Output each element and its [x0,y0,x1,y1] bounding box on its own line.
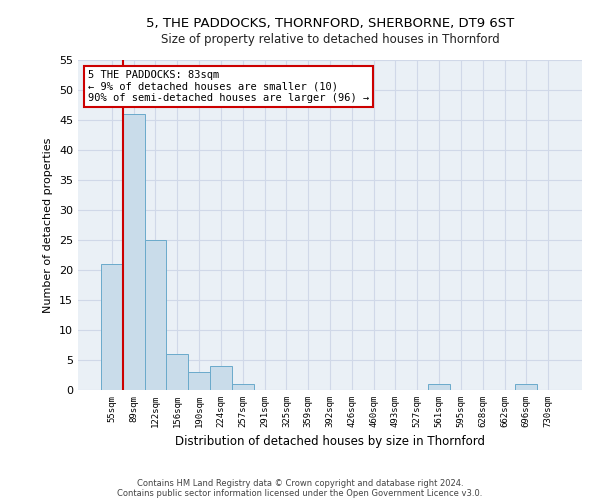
X-axis label: Distribution of detached houses by size in Thornford: Distribution of detached houses by size … [175,436,485,448]
Bar [166,354,188,390]
Bar [210,366,232,390]
Text: 5 THE PADDOCKS: 83sqm
← 9% of detached houses are smaller (10)
90% of semi-detac: 5 THE PADDOCKS: 83sqm ← 9% of detached h… [88,70,370,103]
Text: Contains public sector information licensed under the Open Government Licence v3: Contains public sector information licen… [118,488,482,498]
Bar [123,114,145,390]
Bar [145,240,166,390]
Text: Size of property relative to detached houses in Thornford: Size of property relative to detached ho… [161,32,499,46]
Bar [232,384,254,390]
Bar [515,384,537,390]
Text: Contains HM Land Registry data © Crown copyright and database right 2024.: Contains HM Land Registry data © Crown c… [137,478,463,488]
Bar [188,372,210,390]
Text: 5, THE PADDOCKS, THORNFORD, SHERBORNE, DT9 6ST: 5, THE PADDOCKS, THORNFORD, SHERBORNE, D… [146,18,514,30]
Bar [101,264,123,390]
Y-axis label: Number of detached properties: Number of detached properties [43,138,53,312]
Bar [428,384,450,390]
